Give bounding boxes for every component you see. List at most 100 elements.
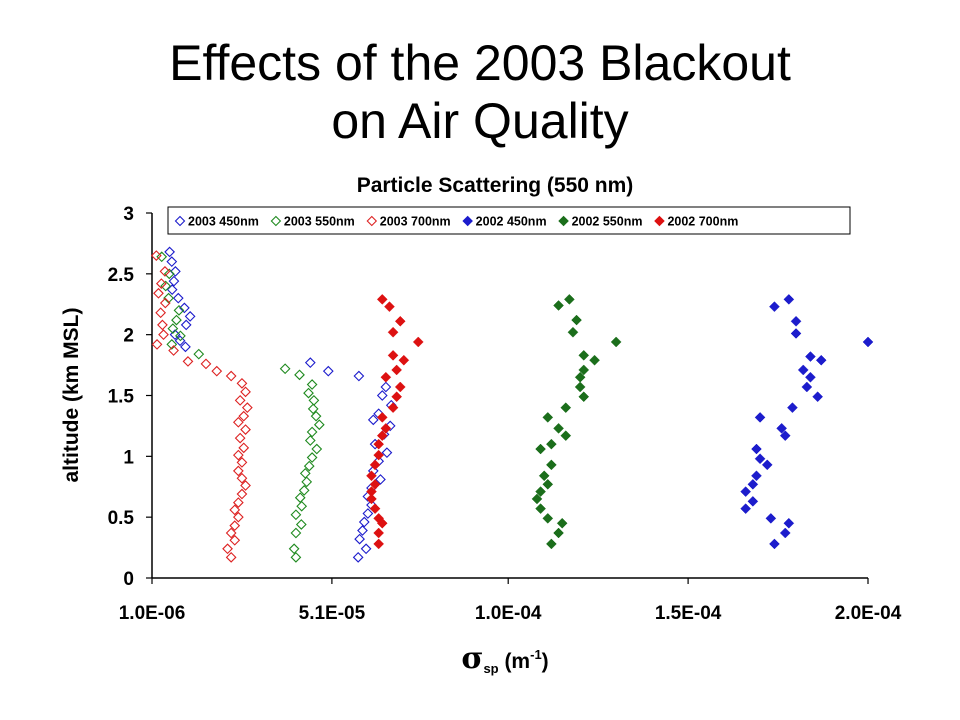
- series-2003-550nm: [156, 251, 325, 563]
- data-point: [754, 412, 766, 423]
- legend-label: 2003 700nm: [380, 215, 451, 229]
- series-2003-700nm: [150, 250, 253, 563]
- data-point: [376, 294, 388, 305]
- data-point: [295, 519, 307, 530]
- data-point: [172, 292, 184, 304]
- legend-marker: [270, 215, 282, 227]
- data-point: [801, 381, 813, 393]
- slide-title-line-1: Effects of the 2003 Blackout: [169, 35, 791, 91]
- data-point: [236, 488, 248, 500]
- data-point: [362, 508, 374, 519]
- data-point: [376, 430, 388, 442]
- data-point: [776, 422, 788, 434]
- data-point: [353, 370, 365, 382]
- data-point: [538, 470, 550, 482]
- data-point: [787, 402, 798, 414]
- series-2002-450nm: [740, 294, 874, 550]
- data-point: [225, 551, 237, 563]
- x-axis-title-unit-close: ): [542, 650, 549, 673]
- data-point: [373, 538, 385, 550]
- data-point: [546, 538, 557, 550]
- data-point: [779, 430, 791, 442]
- data-point: [288, 543, 300, 555]
- legend: 2003 450nm 2003 550nm 2003 700nm 2002 450nm…: [167, 206, 851, 235]
- data-point: [232, 465, 244, 477]
- data-point: [168, 345, 179, 356]
- data-point: [236, 472, 248, 484]
- data-point: [380, 371, 392, 383]
- data-point: [761, 459, 773, 471]
- data-point: [313, 419, 325, 431]
- data-point: [765, 513, 777, 524]
- data-point: [747, 478, 759, 490]
- data-point: [862, 336, 874, 348]
- data-point: [241, 402, 253, 414]
- data-point: [373, 449, 385, 461]
- y-tick-label: 1.5: [108, 387, 135, 408]
- data-point: [229, 504, 241, 516]
- data-point: [232, 449, 244, 461]
- slide-title: Effects of the 2003 Blackout on Air Qual…: [0, 34, 960, 150]
- data-point: [542, 478, 554, 490]
- data-point: [769, 301, 780, 313]
- data-point: [381, 447, 393, 459]
- data-point: [180, 319, 192, 331]
- legend-marker: [654, 215, 665, 227]
- data-point: [303, 387, 314, 399]
- chart-title: Particle Scattering (550 nm): [357, 174, 634, 197]
- y-tick-label: 2.5: [108, 265, 135, 286]
- data-point: [294, 369, 305, 381]
- data-point: [387, 326, 399, 338]
- data-point: [306, 379, 318, 390]
- data-point: [232, 416, 244, 428]
- y-tick-label: 0.5: [108, 508, 135, 529]
- data-point: [240, 386, 251, 398]
- data-point: [304, 435, 316, 446]
- data-point: [391, 364, 403, 376]
- data-point: [553, 527, 564, 539]
- legend-label: 2003 550nm: [284, 215, 355, 229]
- data-point: [376, 390, 388, 401]
- data-point: [234, 394, 246, 406]
- data-point: [308, 394, 320, 406]
- data-point: [560, 402, 572, 414]
- data-point: [751, 470, 762, 482]
- y-axis-title: altitude (km MSL): [60, 307, 83, 482]
- data-point: [238, 442, 250, 454]
- data-point: [358, 516, 370, 528]
- data-point: [571, 314, 582, 326]
- data-point: [747, 495, 759, 507]
- data-point: [373, 438, 385, 450]
- x-axis-title: σsp (m-1): [461, 641, 548, 676]
- data-point: [740, 486, 752, 497]
- data-point: [366, 470, 377, 482]
- legend-label: 2002 450nm: [476, 215, 547, 229]
- data-point: [387, 349, 399, 361]
- data-point: [542, 513, 554, 524]
- data-point: [560, 430, 572, 442]
- series-2002-550nm: [531, 294, 622, 550]
- data-point: [535, 486, 546, 497]
- data-point: [564, 294, 575, 305]
- slide-title-line-2: on Air Quality: [331, 93, 629, 149]
- data-point: [398, 354, 410, 366]
- data-point: [567, 326, 579, 338]
- x-tick-label: 5.1E-05: [299, 603, 366, 624]
- data-point: [751, 443, 762, 455]
- data-point: [229, 534, 241, 546]
- data-point: [200, 358, 212, 370]
- data-point: [394, 381, 406, 393]
- series-2002-700nm: [366, 294, 424, 550]
- data-point: [556, 517, 568, 529]
- data-point: [376, 412, 388, 423]
- data-point: [369, 478, 381, 490]
- data-point: [578, 391, 590, 403]
- data-point: [754, 453, 766, 465]
- data-point: [166, 339, 178, 350]
- data-point: [240, 424, 251, 435]
- legend-label: 2002 700nm: [667, 215, 738, 229]
- y-tick-label: 2: [123, 326, 134, 347]
- data-point: [240, 480, 251, 491]
- data-point: [304, 357, 316, 369]
